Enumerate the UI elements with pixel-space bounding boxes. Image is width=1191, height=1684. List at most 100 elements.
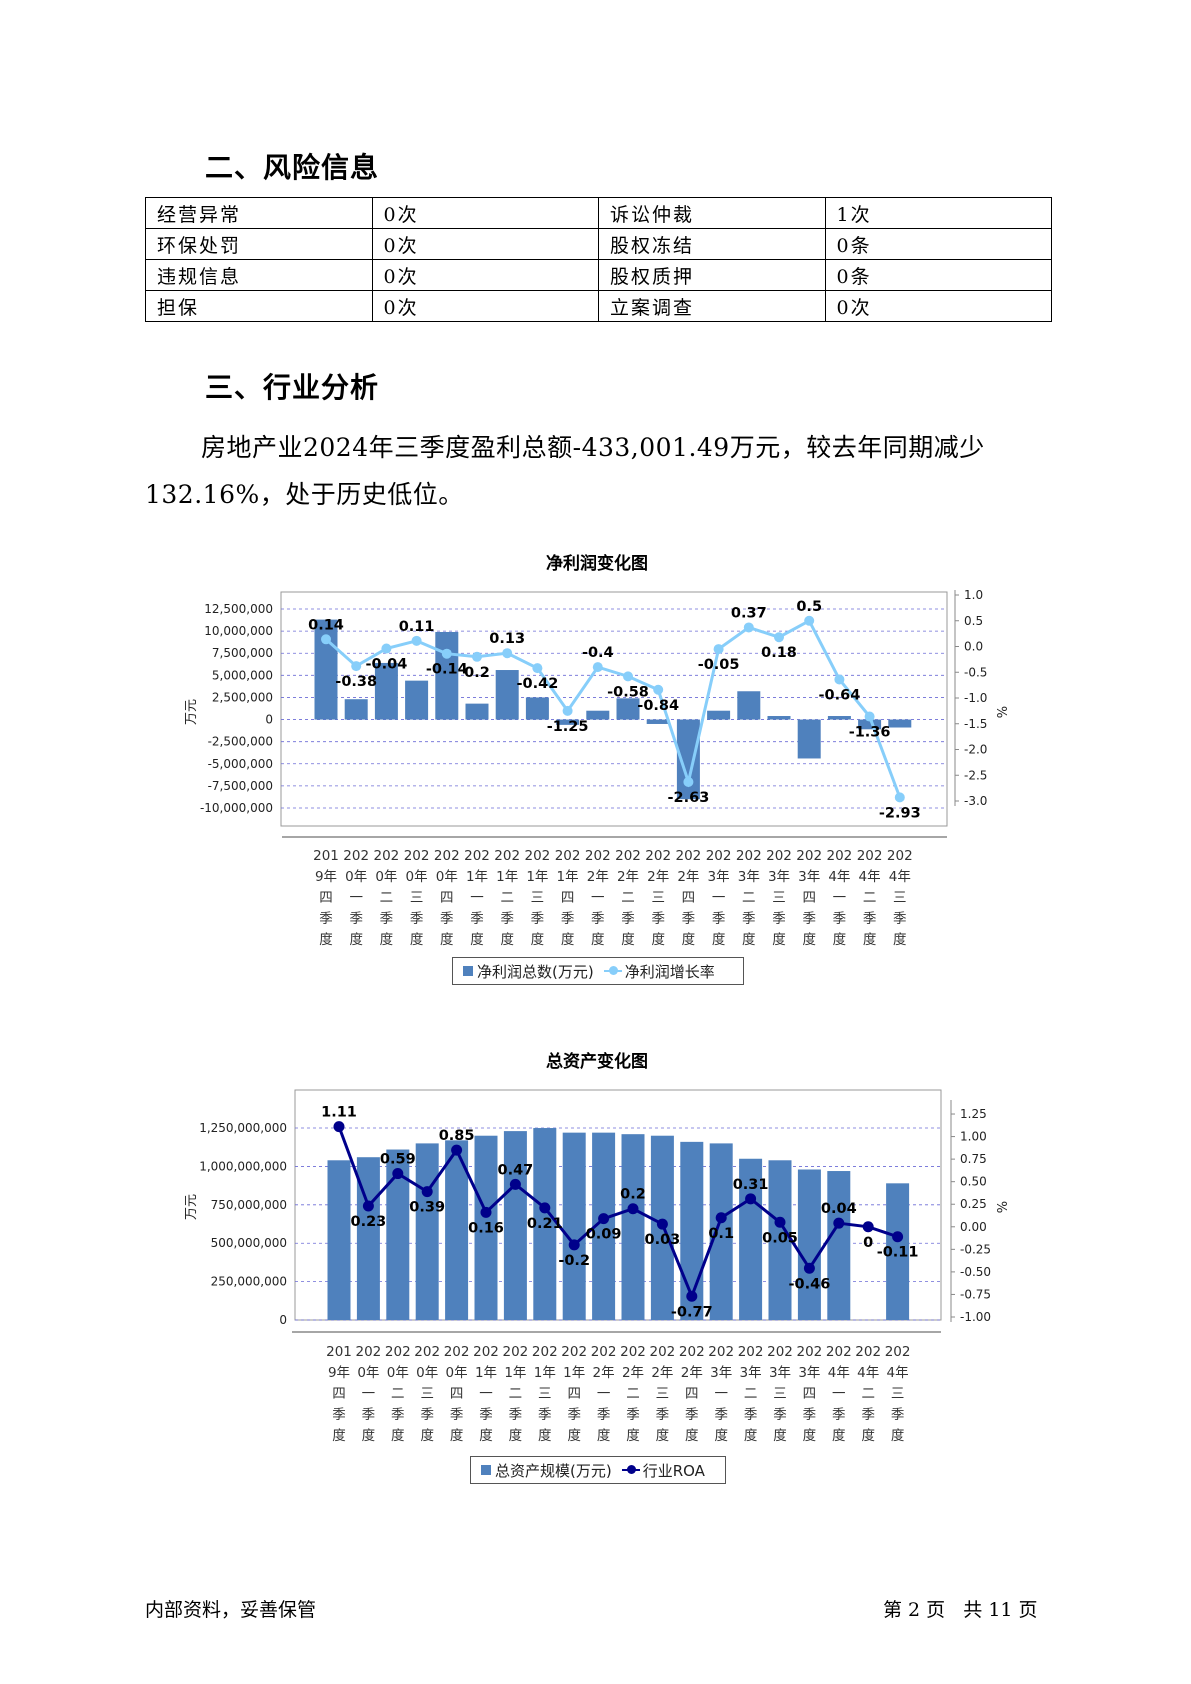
data-point	[411, 635, 422, 646]
bar	[680, 1141, 704, 1320]
x-tick-label: 202 3年四季度	[796, 1344, 823, 1444]
y2-tick-label: -2.0	[964, 743, 987, 757]
bar	[858, 719, 882, 730]
table-row: 经营异常 0次 诉讼仲裁 1次	[145, 197, 1052, 229]
legend-total-assets: 总资产规模(万元)	[495, 1461, 612, 1480]
risk-item-label: 违规信息	[145, 259, 373, 291]
data-point	[686, 1290, 698, 1302]
data-point	[441, 648, 452, 659]
footer-page-number: 第 2 页 共 11 页	[883, 1599, 1038, 1621]
x-tick-label: 202 1年一季度	[464, 848, 490, 948]
x-tick-label: 202 1年一季度	[473, 1344, 499, 1444]
y-tick-label: 250,000,000	[211, 1275, 287, 1289]
x-tick-label: 202 3年一季度	[705, 848, 732, 948]
data-point	[451, 1144, 463, 1156]
x-tick-label: 202 2年二季度	[615, 848, 641, 948]
bar	[445, 1140, 469, 1320]
bar	[415, 1143, 439, 1320]
x-tick-label: 202 2年二季度	[620, 1344, 646, 1444]
bar	[327, 1160, 351, 1320]
risk-item-count: 0次	[371, 290, 599, 322]
series-line	[325, 618, 902, 798]
bar	[621, 1134, 645, 1320]
bar	[533, 1128, 557, 1320]
x-tick-label: 202 2年四季度	[678, 1344, 705, 1444]
data-label: -0.05	[698, 657, 740, 673]
risk-item-count: 0条	[824, 259, 1052, 291]
risk-info-table: 经营异常 0次 诉讼仲裁 1次 环保处罚 0次 股权冻结 0条 违规信息 0次 股权质押 0条 担保 0次…	[145, 197, 1052, 322]
bar	[525, 697, 549, 720]
x-tick-label: 202 0年一季度	[355, 1344, 382, 1444]
x-tick-label: 202 2年三季度	[649, 1344, 676, 1444]
x-tick-label: 202 2年一季度	[590, 1344, 617, 1444]
x-tick-label: 202 0年一季度	[343, 848, 370, 948]
x-tick-label: 202 4年三季度	[884, 1344, 911, 1444]
risk-item-count: 0次	[371, 228, 599, 260]
y2-tick-label: 0.00	[960, 1220, 987, 1234]
data-point	[623, 671, 633, 682]
data-label: -0.14	[426, 662, 468, 678]
bar	[503, 1131, 527, 1320]
bar	[888, 719, 912, 728]
risk-item-count: 0次	[824, 290, 1052, 322]
y2-tick-label: 0.0	[964, 640, 983, 654]
data-point	[656, 1218, 668, 1230]
bar	[737, 691, 761, 720]
risk-item-label: 环保处罚	[145, 228, 373, 260]
data-label: -0.11	[877, 1245, 919, 1261]
bar-swatch-icon	[463, 966, 473, 976]
y2-tick-label: -2.5	[964, 768, 987, 782]
data-label: 0.04	[821, 1201, 857, 1217]
data-label: 0.13	[489, 631, 525, 647]
x-tick-label: 202 1年四季度	[561, 1344, 588, 1444]
industry-summary-paragraph: 房地产业2024年三季度盈利总额-433,001.49万元，较去年同期减少132…	[145, 433, 985, 509]
legend-net-profit-total: 净利润总数(万元)	[477, 962, 594, 981]
y2-tick-label: -0.75	[960, 1287, 991, 1301]
y-tick-label: 10,000,000	[204, 624, 273, 638]
data-point	[745, 1193, 757, 1205]
data-label: 0.1	[708, 1226, 734, 1242]
bar	[709, 1143, 733, 1320]
data-point	[392, 1168, 404, 1180]
bar	[495, 670, 519, 720]
risk-item-label: 担保	[145, 290, 373, 322]
bar	[646, 719, 670, 724]
y2-tick-label: -1.5	[964, 717, 987, 731]
x-tick-label: 201 9年四季度	[326, 1344, 352, 1444]
data-label: 0.11	[399, 619, 435, 635]
data-point	[653, 684, 664, 695]
data-label: -0.64	[819, 687, 861, 703]
data-label: -2.93	[879, 805, 921, 821]
x-tick-label: 202 4年二季度	[856, 848, 883, 948]
legend-industry-roa: 行业ROA	[642, 1461, 705, 1480]
data-point	[381, 643, 392, 654]
risk-item-label: 股权冻结	[598, 228, 826, 260]
risk-item-label: 股权质押	[598, 259, 826, 291]
data-point	[568, 1239, 580, 1251]
bar	[386, 1149, 410, 1320]
x-tick-label: 202 0年三季度	[414, 1344, 441, 1444]
legend-net-profit-growth: 净利润增长率	[624, 962, 715, 981]
table-row: 违规信息 0次 股权质押 0条	[145, 259, 1052, 291]
table-row: 担保 0次 立案调查 0次	[145, 290, 1052, 322]
y-tick-label: -10,000,000	[200, 801, 273, 815]
data-label: -0.77	[671, 1304, 713, 1320]
data-label: 1.11	[321, 1105, 357, 1121]
data-point	[683, 776, 694, 787]
y2-tick-label: -1.0	[964, 691, 987, 705]
plot-frame	[280, 591, 948, 827]
bar	[374, 662, 398, 720]
data-label: 0.37	[731, 605, 767, 621]
risk-item-count: 0次	[371, 197, 599, 229]
bar	[562, 1132, 586, 1320]
data-label: 0.03	[645, 1232, 681, 1248]
y2-tick-label: -3.0	[964, 794, 987, 808]
data-point	[509, 1178, 521, 1190]
x-tick-label: 202 0年二季度	[384, 1344, 411, 1444]
bar-swatch-icon	[481, 1465, 491, 1475]
bar	[827, 1171, 851, 1320]
x-tick-label: 202 1年二季度	[502, 1344, 529, 1444]
data-label: -0.38	[335, 674, 377, 690]
